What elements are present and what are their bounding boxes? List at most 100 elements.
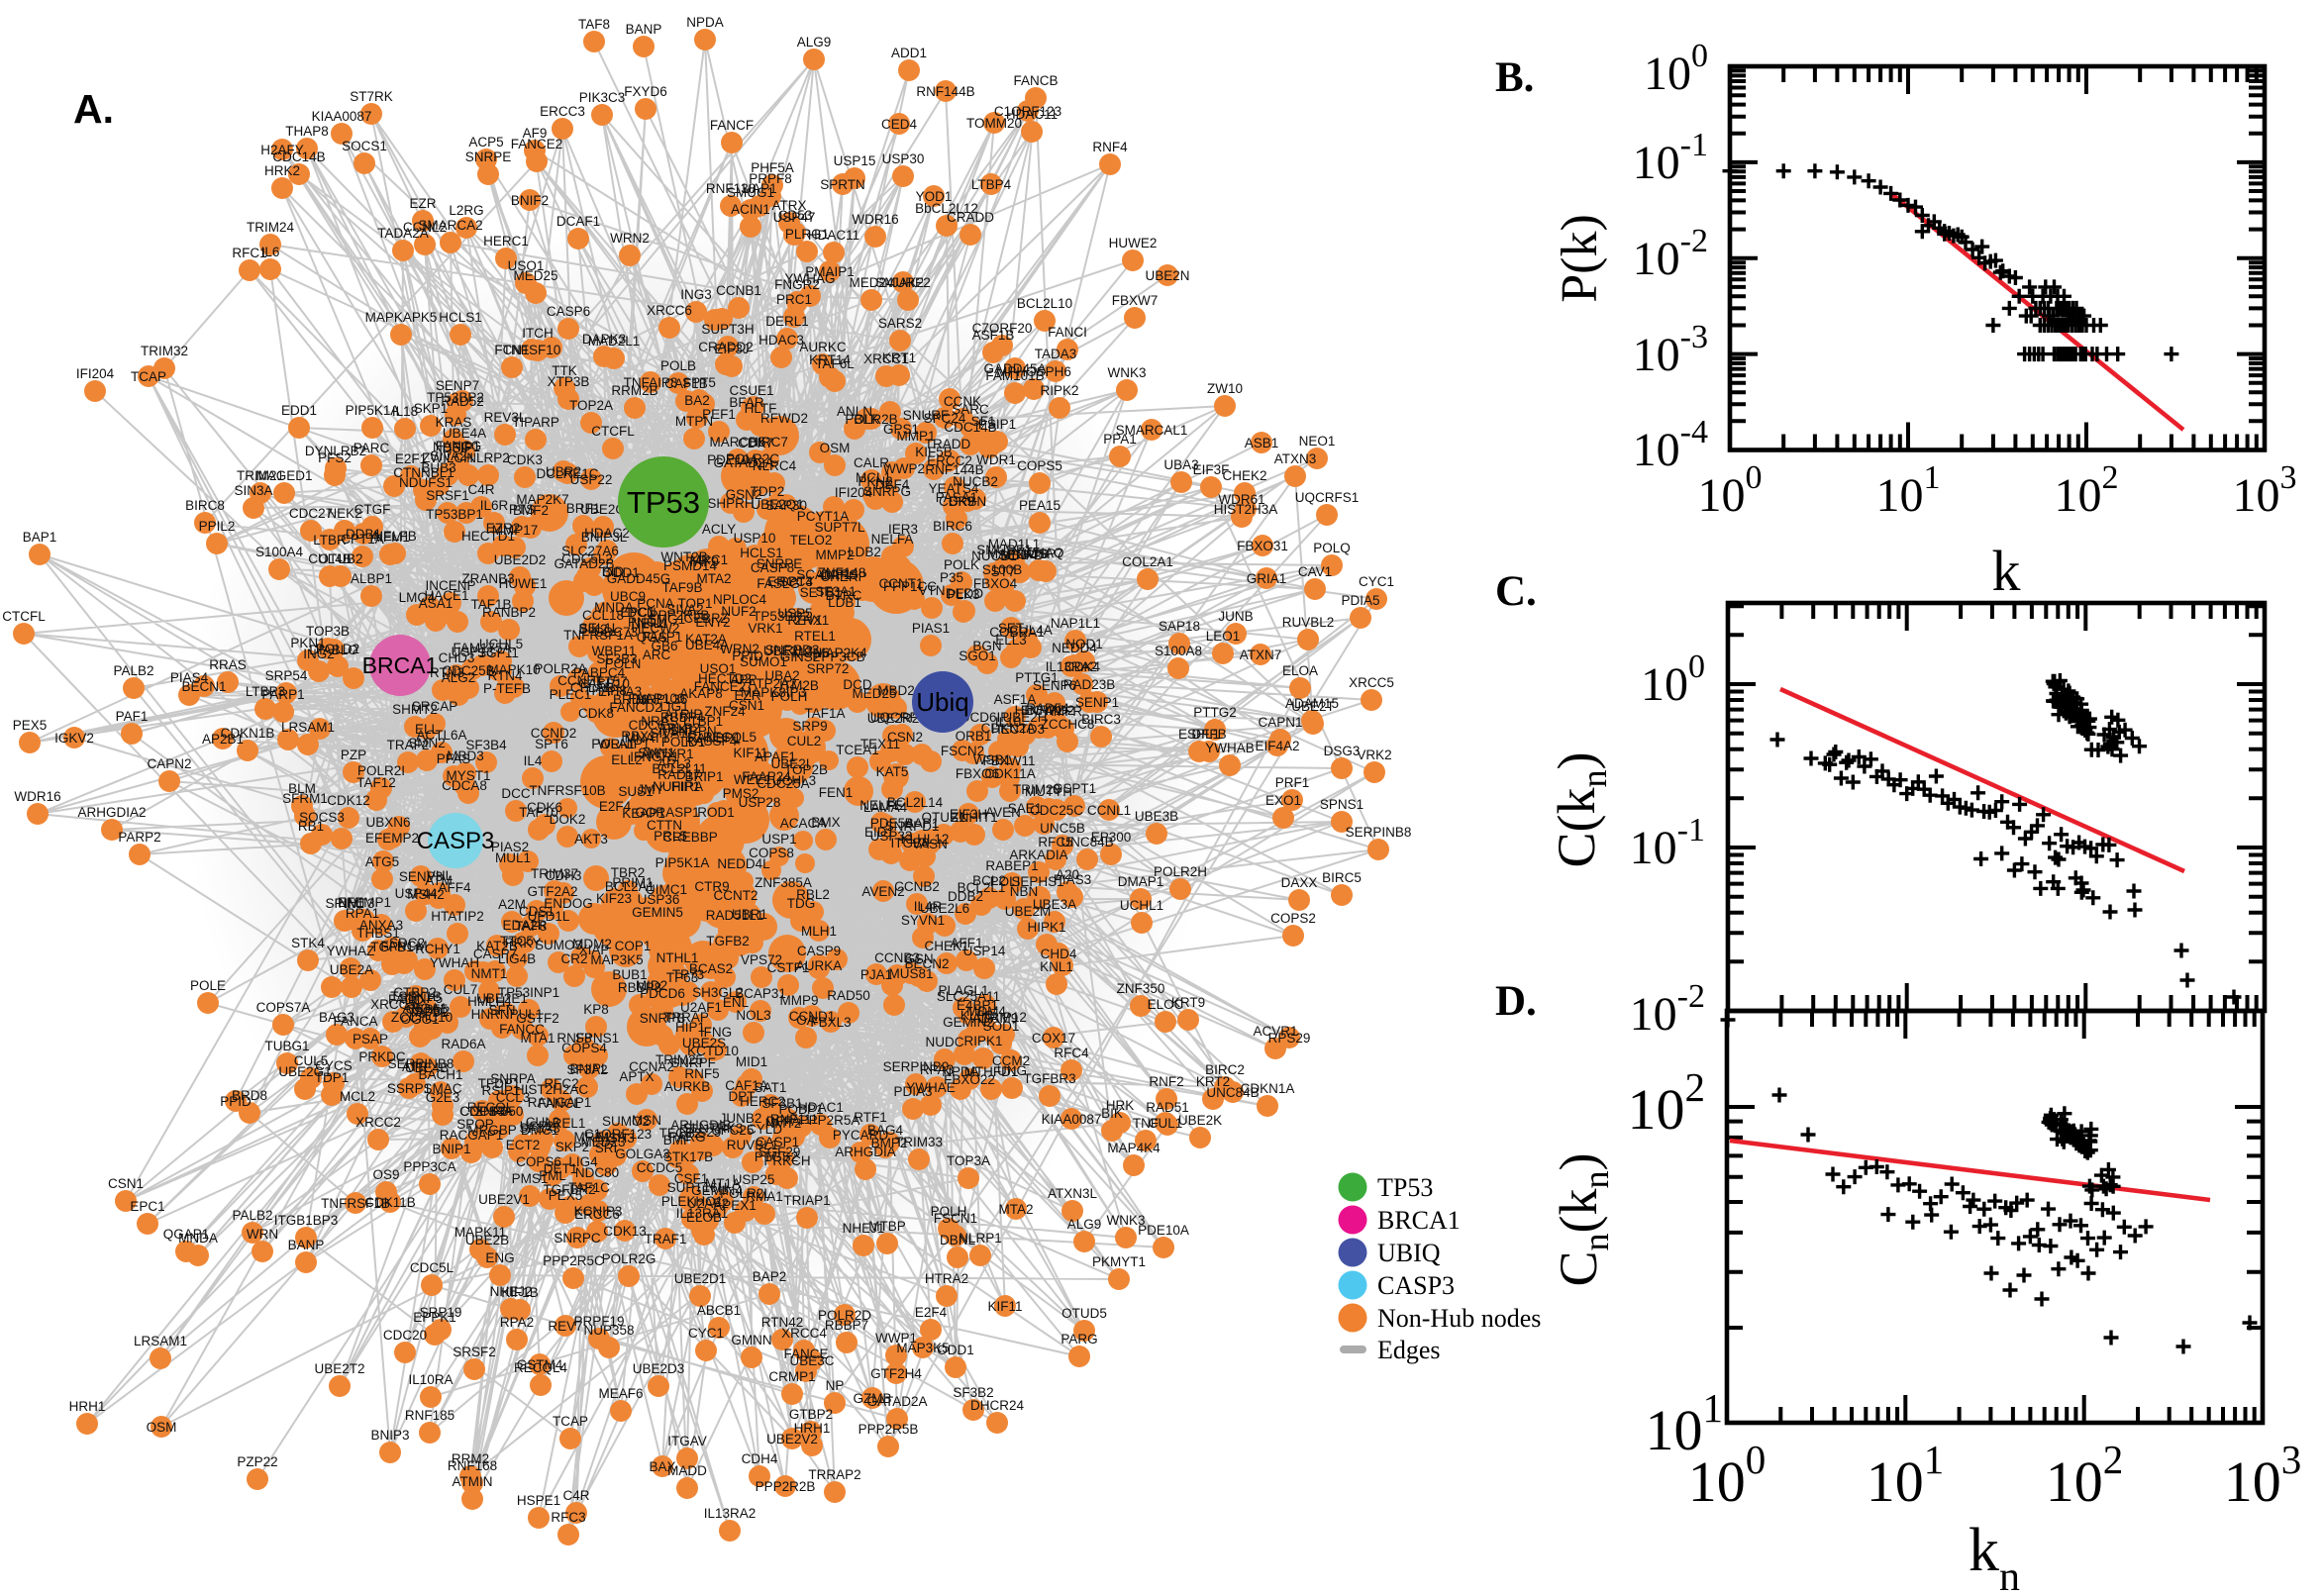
svg-text:PIK3C3: PIK3C3 [579, 90, 626, 105]
svg-text:UNC84B: UNC84B [1060, 835, 1113, 849]
svg-text:ATMIN: ATMIN [453, 1474, 493, 1489]
svg-text:IL6: IL6 [261, 245, 280, 259]
svg-text:COP1: COP1 [615, 939, 652, 953]
svg-text:NHEJ2: NHEJ2 [490, 1284, 533, 1299]
svg-text:Edges: Edges [1377, 1336, 1441, 1364]
svg-text:DMAP1: DMAP1 [1118, 874, 1164, 889]
svg-text:FAM101B: FAM101B [985, 368, 1044, 383]
svg-text:TFDP1: TFDP1 [478, 1076, 521, 1091]
svg-text:PDIA3: PDIA3 [893, 1084, 932, 1099]
svg-text:MAP3K5: MAP3K5 [896, 1341, 949, 1355]
svg-text:C.: C. [1495, 568, 1537, 615]
svg-text:USP14: USP14 [963, 944, 1006, 958]
svg-text:NDC80: NDC80 [575, 1165, 619, 1180]
svg-text:SIVA2: SIVA2 [430, 449, 466, 463]
svg-text:C4R: C4R [467, 482, 494, 497]
svg-text:PALB2: PALB2 [113, 663, 153, 678]
svg-text:HSPE1: HSPE1 [517, 1493, 560, 1508]
svg-text:SF3A2: SF3A2 [566, 1062, 607, 1077]
svg-text:STK4: STK4 [291, 936, 325, 950]
svg-text:SAP30: SAP30 [765, 498, 807, 513]
svg-text:MAPK11: MAPK11 [454, 1225, 506, 1240]
svg-text:HDAC3: HDAC3 [758, 333, 804, 348]
svg-text:RAD6A: RAD6A [441, 1037, 485, 1051]
svg-text:PZP22: PZP22 [237, 1454, 277, 1469]
svg-text:CASP3: CASP3 [1377, 1271, 1455, 1300]
svg-text:BNIP1: BNIP1 [432, 1142, 470, 1156]
svg-text:ORB1: ORB1 [956, 729, 992, 744]
svg-text:CDK6: CDK6 [527, 800, 562, 815]
svg-text:CDC73: CDC73 [594, 625, 638, 640]
svg-text:CTCFL: CTCFL [2, 609, 46, 624]
svg-text:CTGF: CTGF [354, 502, 391, 517]
svg-text:GPS1: GPS1 [883, 422, 919, 437]
svg-text:EPC1: EPC1 [130, 1199, 164, 1214]
svg-text:FANCG: FANCG [436, 439, 482, 453]
svg-text:ATXN7: ATXN7 [1240, 648, 1282, 662]
svg-text:L2RG: L2RG [449, 203, 483, 218]
svg-text:NDUFS1: NDUFS1 [399, 475, 453, 490]
svg-text:BCL2L11: BCL2L11 [652, 761, 706, 776]
svg-text:APTX: APTX [619, 1069, 654, 1084]
svg-text:MYST1: MYST1 [446, 768, 490, 783]
svg-text:SARS2: SARS2 [878, 316, 922, 331]
svg-text:TNFRSF1B: TNFRSF1B [321, 1196, 390, 1211]
svg-text:UBXN6: UBXN6 [365, 815, 410, 830]
svg-text:RASSF4: RASSF4 [685, 734, 738, 748]
svg-text:MED24: MED24 [849, 275, 894, 290]
svg-text:SERPINB9: SERPINB9 [883, 1059, 950, 1074]
svg-text:BIRC8: BIRC8 [185, 498, 225, 513]
svg-text:BMF2: BMF2 [513, 503, 549, 518]
svg-text:XTP3B: XTP3B [548, 374, 590, 389]
svg-text:IL13RA2: IL13RA2 [1046, 659, 1098, 674]
svg-text:RAD23B: RAD23B [1063, 677, 1116, 692]
svg-text:BRCA1: BRCA1 [1377, 1206, 1461, 1235]
svg-text:MTA2: MTA2 [696, 571, 731, 586]
svg-text:KCNIP3: KCNIP3 [574, 1204, 623, 1219]
svg-text:EPPK1: EPPK1 [413, 1310, 456, 1325]
svg-text:BMF: BMF [663, 1133, 692, 1147]
svg-text:CAV1: CAV1 [1298, 564, 1332, 579]
svg-text:TP53BP2: TP53BP2 [753, 609, 810, 624]
svg-text:CDK4: CDK4 [1064, 659, 1101, 674]
svg-text:POLI: POLI [990, 874, 1021, 889]
svg-text:UNC84B: UNC84B [1206, 1085, 1259, 1100]
svg-text:RANBP2: RANBP2 [482, 605, 536, 620]
svg-text:IL10: IL10 [995, 715, 1021, 730]
svg-text:RFC2: RFC2 [544, 1076, 578, 1091]
svg-text:XRCC1: XRCC1 [863, 351, 909, 366]
svg-text:PPP1CC: PPP1CC [883, 579, 937, 594]
svg-text:ELOC: ELOC [1148, 997, 1184, 1012]
svg-text:UBE3C: UBE3C [789, 1353, 834, 1368]
svg-text:DCLRE1C: DCLRE1C [536, 466, 598, 481]
svg-text:PZP: PZP [341, 748, 366, 762]
svg-text:DBNL: DBNL [940, 1233, 976, 1247]
svg-text:EXO1: EXO1 [1265, 793, 1301, 808]
svg-text:SIVA2: SIVA2 [666, 602, 703, 617]
svg-text:ZNHIT1: ZNHIT1 [951, 810, 997, 825]
svg-text:DIABLO: DIABLO [309, 643, 358, 657]
svg-text:ST7RK: ST7RK [350, 89, 393, 104]
svg-text:SSRP1: SSRP1 [387, 1081, 431, 1096]
svg-text:PPP2R5C: PPP2R5C [543, 1253, 604, 1268]
svg-text:RAD51: RAD51 [1146, 1100, 1189, 1115]
svg-text:HRK2: HRK2 [264, 163, 300, 178]
svg-text:DBF4: DBF4 [875, 477, 910, 492]
svg-text:VRK2: VRK2 [1357, 748, 1391, 762]
svg-text:ASF1A: ASF1A [994, 692, 1037, 707]
svg-text:CR2: CR2 [560, 951, 587, 966]
svg-text:POLD2: POLD2 [316, 642, 359, 656]
svg-text:IER3: IER3 [888, 522, 918, 537]
svg-text:WSB1: WSB1 [973, 752, 1011, 767]
svg-text:ERCC3: ERCC3 [767, 574, 813, 589]
svg-text:TGFB2: TGFB2 [706, 934, 750, 948]
svg-text:BIRC5: BIRC5 [1322, 870, 1362, 885]
svg-text:CDC6: CDC6 [629, 718, 665, 733]
svg-text:DERL1: DERL1 [765, 314, 809, 329]
svg-text:ITGAV: ITGAV [667, 1434, 707, 1448]
svg-text:LTBR: LTBR [313, 533, 347, 548]
svg-text:OSM: OSM [147, 1420, 177, 1435]
svg-text:SMURF1: SMURF1 [976, 543, 1032, 557]
svg-text:WRN: WRN [247, 1227, 278, 1242]
svg-text:A.: A. [73, 86, 114, 132]
